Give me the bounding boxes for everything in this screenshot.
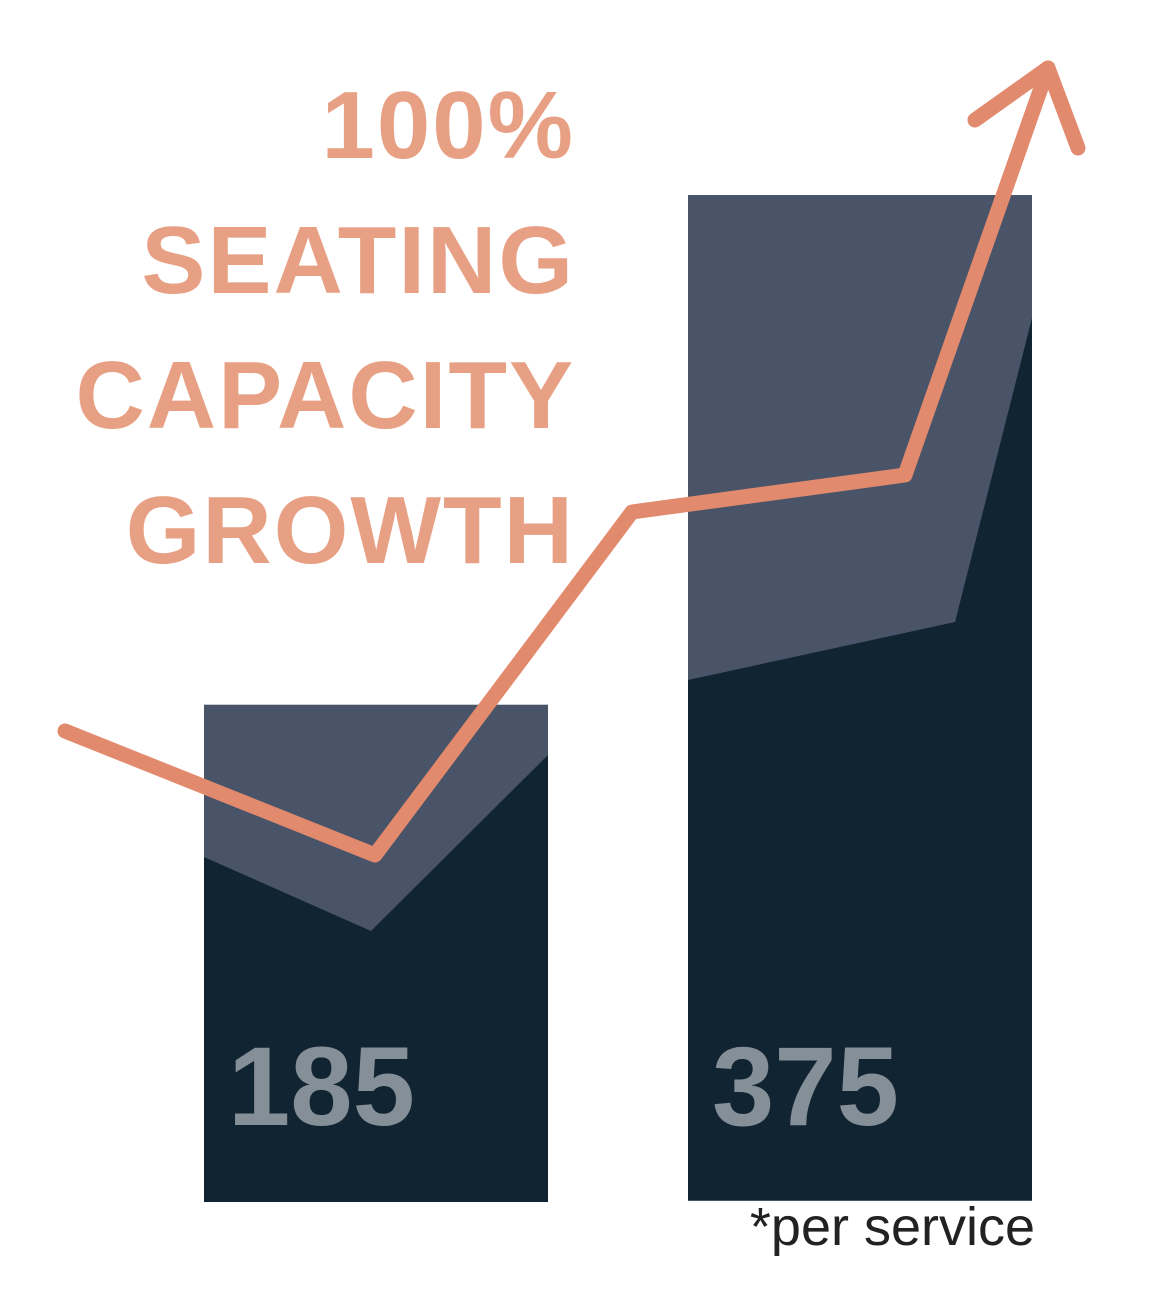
chart-title: 100% SEATING CAPACITY GROWTH bbox=[75, 72, 575, 584]
footnote: *per service bbox=[750, 1197, 1035, 1257]
value-label: 375 bbox=[712, 1024, 899, 1149]
trend-arrow bbox=[57, 60, 1056, 863]
arrow-head bbox=[967, 60, 1086, 156]
value-labels: 185 375 bbox=[228, 1024, 899, 1149]
value-label: 185 bbox=[228, 1024, 415, 1149]
bar-shade bbox=[688, 318, 1032, 1200]
bar-shade bbox=[204, 755, 548, 1202]
